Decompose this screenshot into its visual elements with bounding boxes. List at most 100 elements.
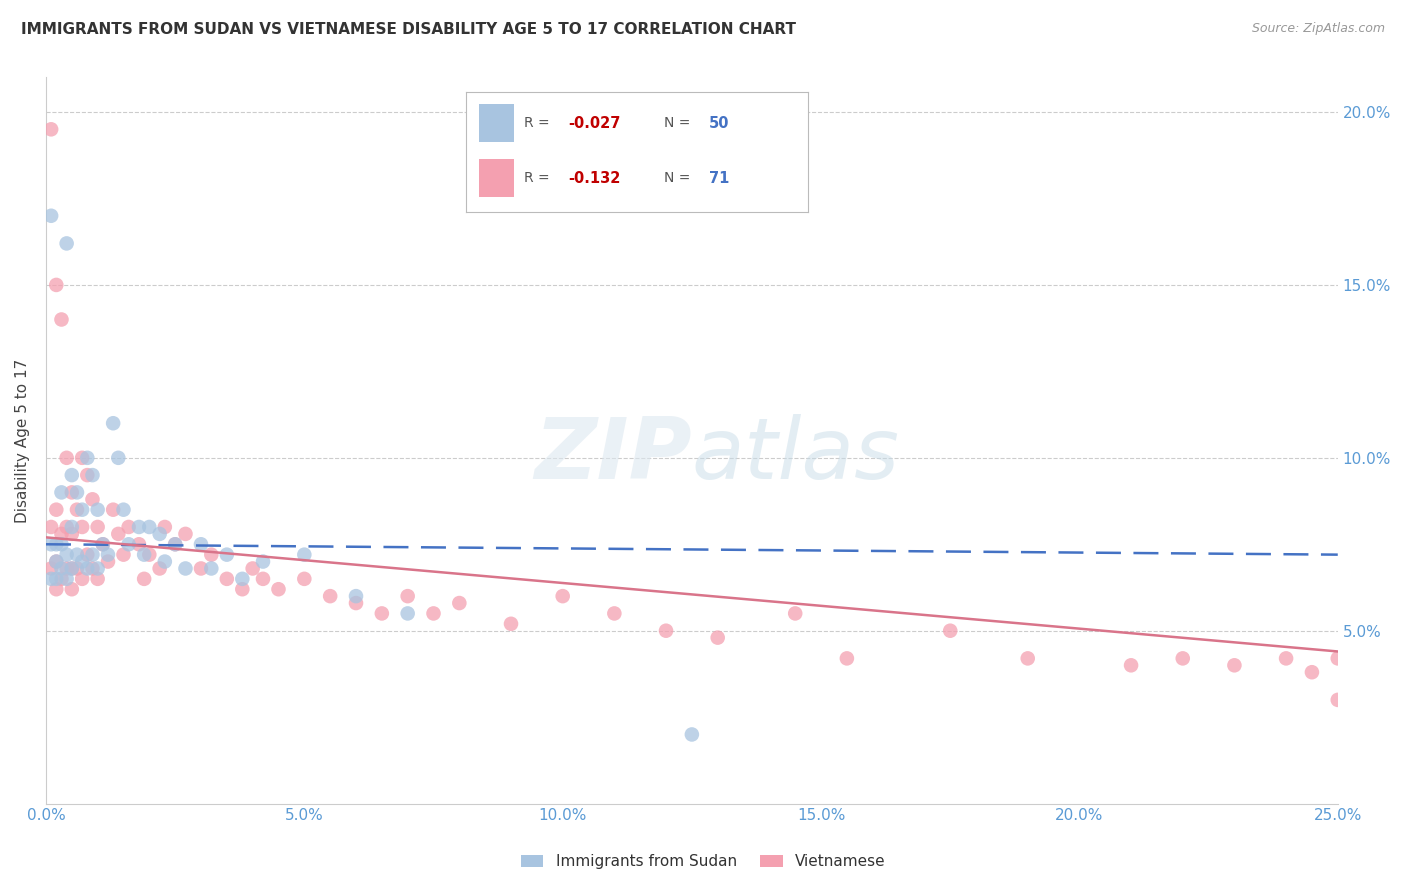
Point <box>939 624 962 638</box>
Point <box>1326 693 1348 707</box>
Point <box>60 485 83 500</box>
Point <box>128 520 150 534</box>
Point <box>91 537 114 551</box>
Point <box>66 485 89 500</box>
Point <box>51 312 73 326</box>
Point <box>76 561 98 575</box>
Point <box>449 596 471 610</box>
Point <box>76 468 98 483</box>
Point <box>267 582 290 597</box>
Point <box>45 582 67 597</box>
Point <box>70 555 93 569</box>
Point <box>51 485 73 500</box>
Point <box>153 555 176 569</box>
Text: atlas: atlas <box>692 414 900 497</box>
Point <box>101 502 124 516</box>
Point <box>149 527 172 541</box>
Point <box>86 561 108 575</box>
Point <box>45 502 67 516</box>
Point <box>39 122 62 136</box>
Point <box>551 589 574 603</box>
Point <box>153 520 176 534</box>
Point <box>97 555 120 569</box>
Point <box>319 589 342 603</box>
Point <box>215 548 238 562</box>
Point <box>107 450 129 465</box>
Point <box>242 561 264 575</box>
Point <box>252 555 274 569</box>
Point <box>190 561 212 575</box>
Point <box>603 607 626 621</box>
Point <box>66 561 89 575</box>
Y-axis label: Disability Age 5 to 17: Disability Age 5 to 17 <box>15 359 30 523</box>
Point <box>70 502 93 516</box>
Point <box>1301 665 1323 680</box>
Point <box>117 520 139 534</box>
Point <box>66 502 89 516</box>
Point <box>76 450 98 465</box>
Point <box>107 527 129 541</box>
Point <box>66 548 89 562</box>
Legend: Immigrants from Sudan, Vietnamese: Immigrants from Sudan, Vietnamese <box>515 848 891 875</box>
Point <box>60 527 83 541</box>
Point <box>51 537 73 551</box>
Point <box>396 589 419 603</box>
Point <box>292 548 315 562</box>
Point <box>134 572 156 586</box>
Point <box>51 561 73 575</box>
Point <box>785 607 807 621</box>
Point <box>396 607 419 621</box>
Point <box>39 537 62 551</box>
Point <box>82 468 104 483</box>
Point <box>45 572 67 586</box>
Point <box>76 548 98 562</box>
Point <box>60 468 83 483</box>
Point <box>86 572 108 586</box>
Point <box>45 555 67 569</box>
Point <box>60 561 83 575</box>
Point <box>55 520 77 534</box>
Point <box>45 537 67 551</box>
Point <box>112 548 135 562</box>
Point <box>149 561 172 575</box>
Point <box>112 502 135 516</box>
Point <box>39 520 62 534</box>
Point <box>231 572 253 586</box>
Point <box>1017 651 1039 665</box>
Point <box>138 548 160 562</box>
Point <box>86 520 108 534</box>
Point <box>422 607 444 621</box>
Point <box>134 548 156 562</box>
Point <box>82 492 104 507</box>
Point <box>1223 658 1246 673</box>
Point <box>138 520 160 534</box>
Point <box>39 572 62 586</box>
Point <box>174 561 197 575</box>
Point <box>82 561 104 575</box>
Point <box>835 651 858 665</box>
Point <box>55 561 77 575</box>
Point <box>117 537 139 551</box>
Text: Source: ZipAtlas.com: Source: ZipAtlas.com <box>1251 22 1385 36</box>
Point <box>215 572 238 586</box>
Point <box>101 416 124 430</box>
Point <box>45 555 67 569</box>
Point <box>165 537 187 551</box>
Point <box>681 727 703 741</box>
Point <box>1171 651 1194 665</box>
Point <box>91 537 114 551</box>
Point <box>200 561 222 575</box>
Point <box>55 450 77 465</box>
Point <box>60 520 83 534</box>
Point <box>252 572 274 586</box>
Point <box>1119 658 1142 673</box>
Point <box>190 537 212 551</box>
Point <box>97 548 120 562</box>
Point <box>706 631 728 645</box>
Point <box>165 537 187 551</box>
Point <box>39 561 62 575</box>
Point <box>344 589 367 603</box>
Point <box>128 537 150 551</box>
Point <box>51 572 73 586</box>
Point <box>292 572 315 586</box>
